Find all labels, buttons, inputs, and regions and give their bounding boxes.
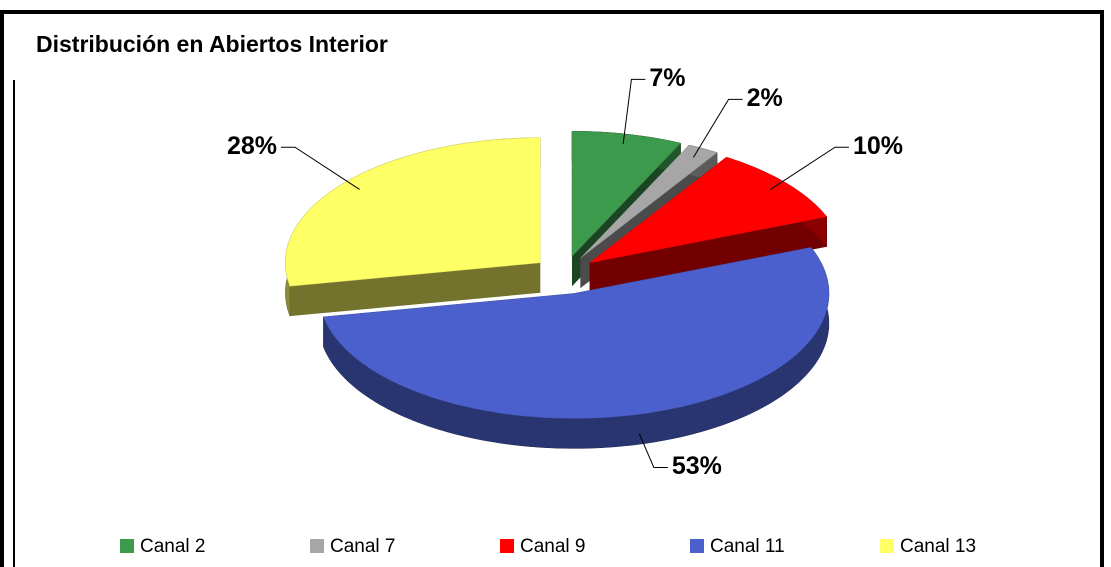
slice-wall xyxy=(589,216,827,293)
leader-line xyxy=(770,146,850,190)
slice-top xyxy=(580,144,718,259)
legend-label: Canal 11 xyxy=(710,536,785,557)
legend-swatch xyxy=(500,539,514,553)
pie-slice xyxy=(589,156,828,293)
frame xyxy=(0,10,1104,567)
leader-line xyxy=(693,98,743,158)
legend-label: Canal 9 xyxy=(520,536,586,557)
legend-swatch xyxy=(690,539,704,553)
data-label: 10% xyxy=(853,132,903,160)
slice-top xyxy=(285,137,541,287)
legend-swatch xyxy=(310,539,324,553)
legend-label: Canal 2 xyxy=(140,536,206,557)
leader-line xyxy=(638,433,668,468)
leader-line xyxy=(280,146,360,190)
data-label: 28% xyxy=(227,132,277,160)
legend-label: Canal 7 xyxy=(330,536,396,557)
pie-slice xyxy=(323,246,830,449)
data-label: 2% xyxy=(747,84,783,112)
chart-title: Distribución en Abiertos Interior xyxy=(36,31,388,57)
slice-top xyxy=(323,247,830,419)
data-label: 53% xyxy=(672,452,722,480)
legend-swatch xyxy=(880,539,894,553)
data-label: 7% xyxy=(649,64,685,92)
slice-top xyxy=(571,131,682,257)
slice-top xyxy=(589,156,828,264)
legend-swatch xyxy=(120,539,134,553)
legend-label: Canal 13 xyxy=(900,536,976,557)
slice-wall xyxy=(289,262,541,317)
leader-line xyxy=(622,78,646,145)
